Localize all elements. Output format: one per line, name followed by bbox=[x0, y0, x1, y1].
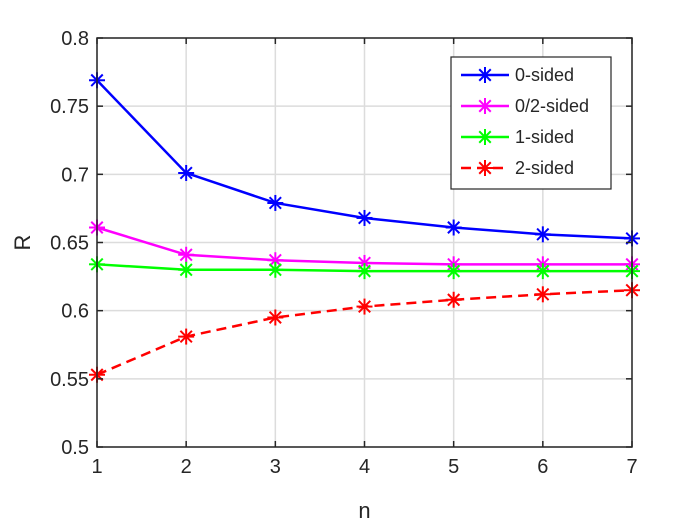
x-tick-label-3: 4 bbox=[359, 456, 370, 478]
x-tick-label-1: 2 bbox=[181, 456, 192, 478]
data-point-0-4 bbox=[445, 219, 462, 236]
data-point-2-4 bbox=[445, 263, 462, 280]
x-tick-label-6: 7 bbox=[626, 456, 637, 478]
y-tick-label-3: 0.65 bbox=[50, 233, 89, 255]
data-point-2-1 bbox=[178, 261, 195, 278]
data-point-1-1 bbox=[178, 246, 195, 263]
data-point-0-5 bbox=[534, 226, 551, 243]
legend-label-2: 1-sided bbox=[515, 127, 574, 147]
legend-marker-2 bbox=[477, 129, 493, 145]
x-tick-label-2: 3 bbox=[270, 456, 281, 478]
axes bbox=[96, 37, 633, 448]
data-point-0-2 bbox=[267, 194, 284, 211]
data-point-2-2 bbox=[267, 261, 284, 278]
x-tick-label-4: 5 bbox=[448, 456, 459, 478]
legend-item-1: 0/2-sided bbox=[461, 96, 589, 116]
data-point-3-5 bbox=[534, 286, 551, 303]
tick-labels: 1 2 3 4 5 6 7 0.5 0.55 0.6 0.65 0.7 0.75 0.8 bbox=[50, 28, 638, 478]
data-point-2-5 bbox=[534, 263, 551, 280]
legend-item-0: 0-sided bbox=[461, 65, 574, 85]
y-tick-label-2: 0.6 bbox=[61, 301, 89, 323]
legend-label-1: 0/2-sided bbox=[515, 96, 589, 116]
data-point-3-4 bbox=[445, 291, 462, 308]
data-point-3-1 bbox=[178, 328, 195, 345]
legend-marker-1 bbox=[477, 98, 493, 114]
y-tick-label-4: 0.7 bbox=[61, 164, 89, 186]
data-point-3-3 bbox=[356, 298, 373, 315]
data-point-0-1 bbox=[178, 164, 195, 181]
x-tick-label-5: 6 bbox=[537, 456, 548, 478]
legend-item-3: 2-sided bbox=[461, 158, 574, 178]
legend-marker-3 bbox=[477, 160, 493, 176]
legend-marker-0 bbox=[477, 67, 493, 83]
y-tick-label-1: 0.55 bbox=[50, 369, 89, 391]
y-axis-label: R bbox=[10, 235, 35, 251]
y-tick-label-0: 0.5 bbox=[61, 437, 89, 459]
legend: 0-sided 0/2-sided 1-sided 2-sided bbox=[450, 56, 612, 190]
data-point-0-3 bbox=[356, 209, 373, 226]
data-point-2-3 bbox=[356, 263, 373, 280]
legend-item-2: 1-sided bbox=[461, 127, 574, 147]
legend-label-0: 0-sided bbox=[515, 65, 574, 85]
x-axis-label: n bbox=[358, 498, 370, 523]
x-tick-label-0: 1 bbox=[91, 456, 102, 478]
data-point-3-2 bbox=[267, 309, 284, 326]
y-tick-label-6: 0.8 bbox=[61, 28, 89, 50]
y-tick-label-5: 0.75 bbox=[50, 96, 89, 118]
legend-label-3: 2-sided bbox=[515, 158, 574, 178]
